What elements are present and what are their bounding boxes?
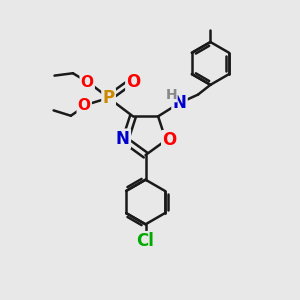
Text: O: O xyxy=(81,75,94,90)
Text: N: N xyxy=(116,130,130,148)
Text: Cl: Cl xyxy=(136,232,154,250)
Text: H: H xyxy=(165,88,177,102)
Text: O: O xyxy=(162,131,177,149)
Text: P: P xyxy=(103,89,115,107)
Text: O: O xyxy=(78,98,91,113)
Text: N: N xyxy=(172,94,187,112)
Text: O: O xyxy=(126,73,141,91)
